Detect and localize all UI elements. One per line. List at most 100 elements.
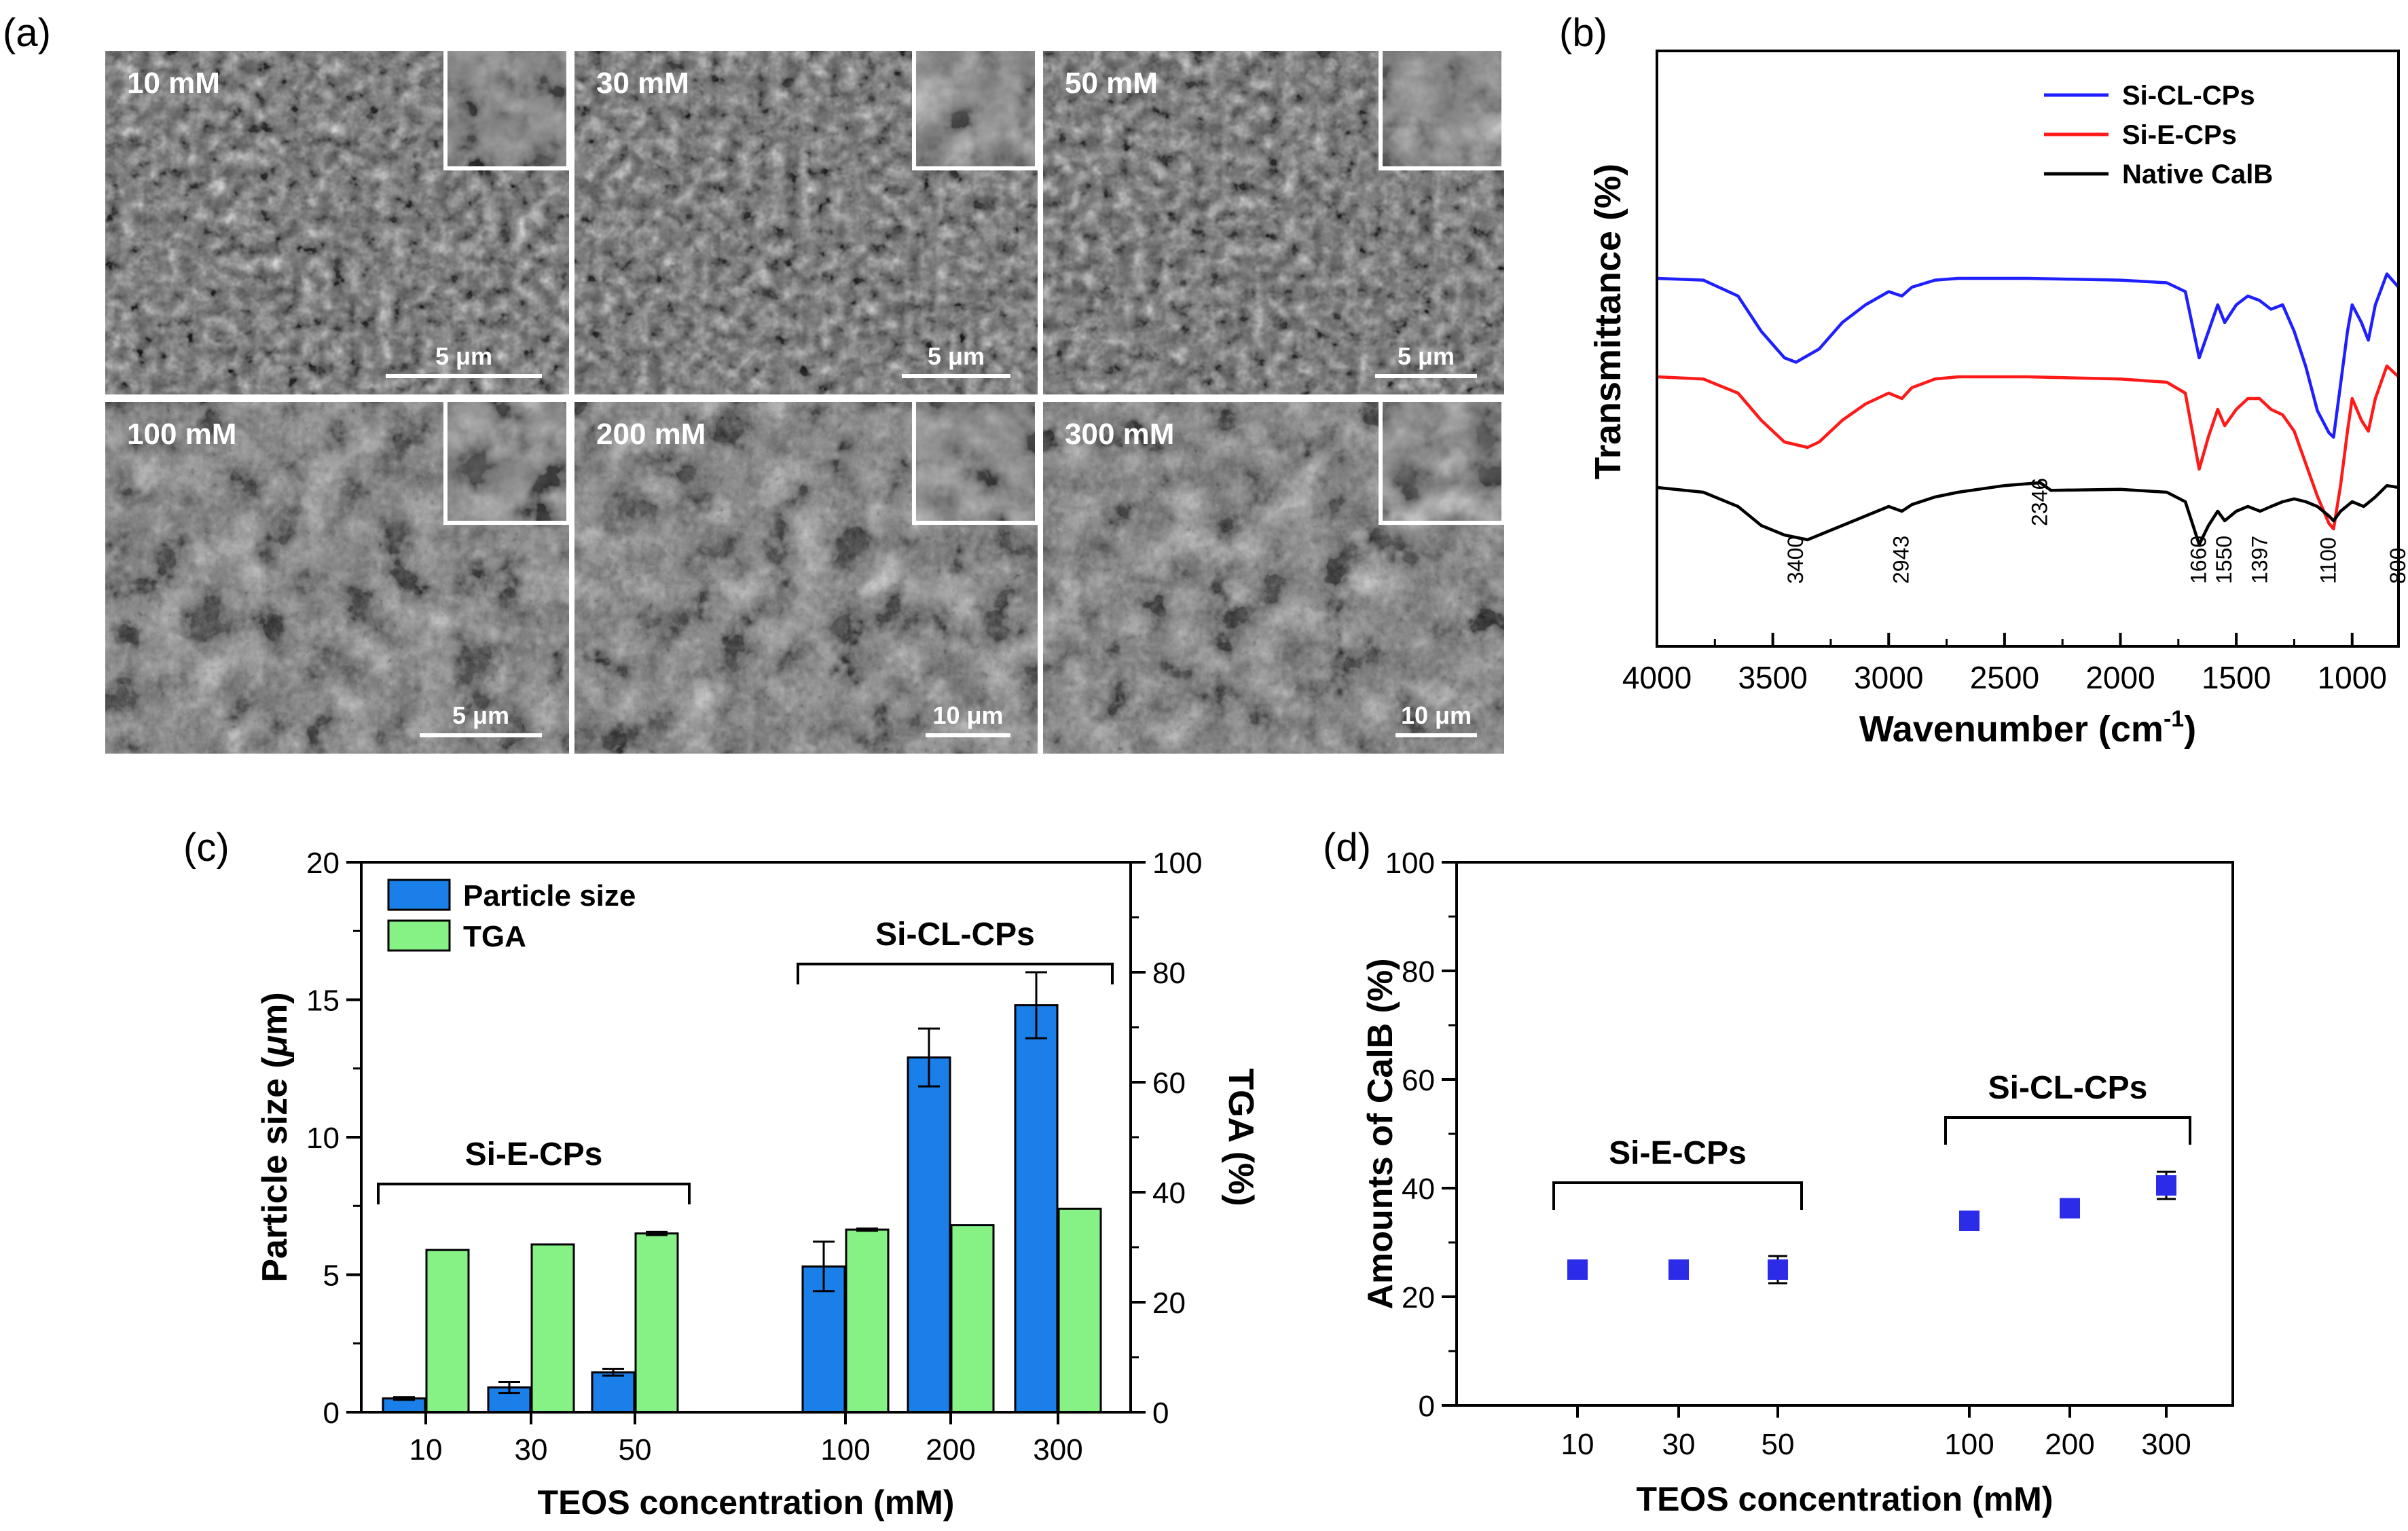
inset-texture bbox=[1383, 51, 1501, 166]
peak-annotation-800: 800 bbox=[2386, 548, 2408, 584]
sem-image-50mm: 50 mM 5 μm bbox=[1043, 51, 1504, 394]
y-tick-label: 80 bbox=[1402, 955, 1435, 989]
inset-texture bbox=[1383, 402, 1501, 521]
panel-label-c: (c) bbox=[183, 826, 230, 870]
inset-texture bbox=[448, 51, 566, 166]
sem-image-grid: 10 mM 5 μm 30 mM 5 μm 50 mM 5 μm 100 mM 5 μm 200… bbox=[105, 51, 1504, 754]
inset-texture bbox=[448, 402, 566, 521]
legend-swatch bbox=[387, 879, 451, 911]
scale-bar bbox=[926, 733, 1010, 737]
group-bracket bbox=[797, 962, 1114, 984]
x-tick-label: 100 bbox=[820, 1433, 870, 1467]
x-tick-label: 10 bbox=[1561, 1428, 1594, 1461]
bar-tga bbox=[1057, 1207, 1102, 1414]
group-label: Si-CL-CPs bbox=[1988, 1070, 2148, 1106]
scale-bar bbox=[902, 374, 1010, 378]
scale-bar bbox=[1395, 733, 1477, 737]
y-left-tick-label: 10 bbox=[306, 1122, 340, 1155]
concentration-label: 300 mM bbox=[1065, 418, 1174, 451]
x-tick-label: 200 bbox=[926, 1433, 975, 1467]
x-tick-label: 30 bbox=[515, 1433, 548, 1467]
x-tick-label: 3500 bbox=[1738, 660, 1807, 695]
x-tick-label: 1000 bbox=[2318, 660, 2387, 695]
ftir-chart: 4000 3500 3000 2500 2000 1500 1000 Wavenumber (… bbox=[1588, 50, 2408, 750]
scale-bar-label: 10 μm bbox=[932, 701, 1003, 729]
bar-particle-size bbox=[907, 1056, 951, 1414]
x-axis-label: TEOS concentration (mM) bbox=[538, 1483, 955, 1521]
y-left-axis-label-end: m) bbox=[255, 992, 295, 1035]
x-tick-label: 2000 bbox=[2085, 660, 2155, 695]
plot-frame bbox=[1455, 861, 2234, 1407]
y-right-tick-label: 60 bbox=[1152, 1067, 1186, 1100]
peak-annotation-1100: 1100 bbox=[2316, 537, 2341, 584]
y-left-tick-label: 5 bbox=[323, 1259, 340, 1293]
concentration-label: 50 mM bbox=[1065, 67, 1158, 100]
series-line-native-calb bbox=[1656, 481, 2399, 547]
legend-label: Si-CL-CPs bbox=[2122, 81, 2255, 111]
bar-tga bbox=[425, 1249, 470, 1414]
peak-annotation-2346: 2346 bbox=[2027, 478, 2051, 526]
scale-bar-label: 10 μm bbox=[1401, 701, 1472, 729]
peak-annotation-1660: 1660 bbox=[2187, 536, 2211, 584]
y-right-tick-label: 20 bbox=[1152, 1287, 1186, 1320]
data-point bbox=[1668, 1259, 1689, 1280]
x-axis-label: Wavenumber (cm-1) bbox=[1859, 706, 2196, 750]
y-tick-label: 0 bbox=[1419, 1390, 1435, 1423]
x-tick-label: 300 bbox=[1033, 1433, 1082, 1467]
peak-annotation-1397: 1397 bbox=[2247, 536, 2272, 584]
series-line-si-e-cps bbox=[1656, 364, 2400, 531]
x-tick-label: 10 bbox=[409, 1433, 443, 1467]
bar-particle-size bbox=[591, 1371, 636, 1414]
group-bracket bbox=[1552, 1181, 1803, 1210]
x-tick-label: 4000 bbox=[1622, 660, 1692, 695]
scale-bar-label: 5 μm bbox=[452, 701, 509, 729]
peak-annotation-2943: 2943 bbox=[1889, 536, 1914, 584]
y-tick-label: 60 bbox=[1402, 1064, 1435, 1097]
scale-bar bbox=[386, 374, 542, 378]
y-tick-label: 20 bbox=[1402, 1281, 1435, 1314]
group-label: Si-E-CPs bbox=[1609, 1135, 1747, 1171]
x-tick-label: 3000 bbox=[1854, 660, 1923, 695]
concentration-label: 10 mM bbox=[127, 67, 220, 100]
y-tick-label: 100 bbox=[1385, 847, 1435, 880]
x-tick-label: 50 bbox=[1762, 1428, 1795, 1461]
y-right-tick-label: 0 bbox=[1152, 1397, 1169, 1430]
group-label: Si-CL-CPs bbox=[875, 917, 1035, 953]
bar-tga bbox=[530, 1243, 575, 1414]
bar-particle-size bbox=[1014, 1004, 1059, 1414]
y-left-tick-label: 0 bbox=[323, 1397, 340, 1430]
sem-image-10mm: 10 mM 5 μm bbox=[105, 51, 569, 394]
scale-bar bbox=[1375, 374, 1477, 378]
x-tick-label: 30 bbox=[1662, 1428, 1696, 1461]
x-axis-label-main: Wavenumber (cm bbox=[1859, 709, 2164, 750]
panel-label-d: (d) bbox=[1323, 826, 1371, 870]
x-axis-label-end: ) bbox=[2184, 709, 2196, 750]
concentration-label: 200 mM bbox=[596, 418, 706, 451]
x-axis-label-sup: -1 bbox=[2164, 706, 2184, 732]
x-tick-label: 2500 bbox=[1970, 660, 2039, 695]
panel-label-b: (b) bbox=[1559, 11, 1607, 55]
y-left-tick-label: 15 bbox=[306, 984, 340, 1018]
group-bracket bbox=[1944, 1116, 2191, 1145]
peak-annotation-1550: 1550 bbox=[2212, 536, 2236, 584]
y-right-tick-label: 80 bbox=[1152, 957, 1186, 990]
legend-swatch bbox=[387, 919, 451, 952]
inset-texture bbox=[916, 402, 1035, 521]
x-tick-label: 50 bbox=[619, 1433, 652, 1467]
plot-frame bbox=[1656, 50, 2400, 648]
x-axis-label: TEOS concentration (mM) bbox=[1637, 1480, 2054, 1518]
peak-annotation-3400: 3400 bbox=[1783, 536, 1808, 584]
y-left-axis-label: Particle size (μm) bbox=[255, 992, 295, 1282]
data-point bbox=[1567, 1259, 1588, 1280]
sem-image-30mm: 30 mM 5 μm bbox=[574, 51, 1038, 394]
y-left-axis-label-main: Particle size ( bbox=[255, 1056, 295, 1283]
bar-tga bbox=[845, 1228, 890, 1414]
panel-label-a: (a) bbox=[3, 11, 51, 55]
concentration-label: 100 mM bbox=[127, 418, 236, 451]
data-point bbox=[1768, 1259, 1788, 1280]
sem-image-200mm: 200 mM 10 μm bbox=[574, 402, 1038, 754]
y-axis-label: Transmittance (%) bbox=[1588, 164, 1628, 479]
y-right-tick-label: 100 bbox=[1152, 847, 1202, 880]
